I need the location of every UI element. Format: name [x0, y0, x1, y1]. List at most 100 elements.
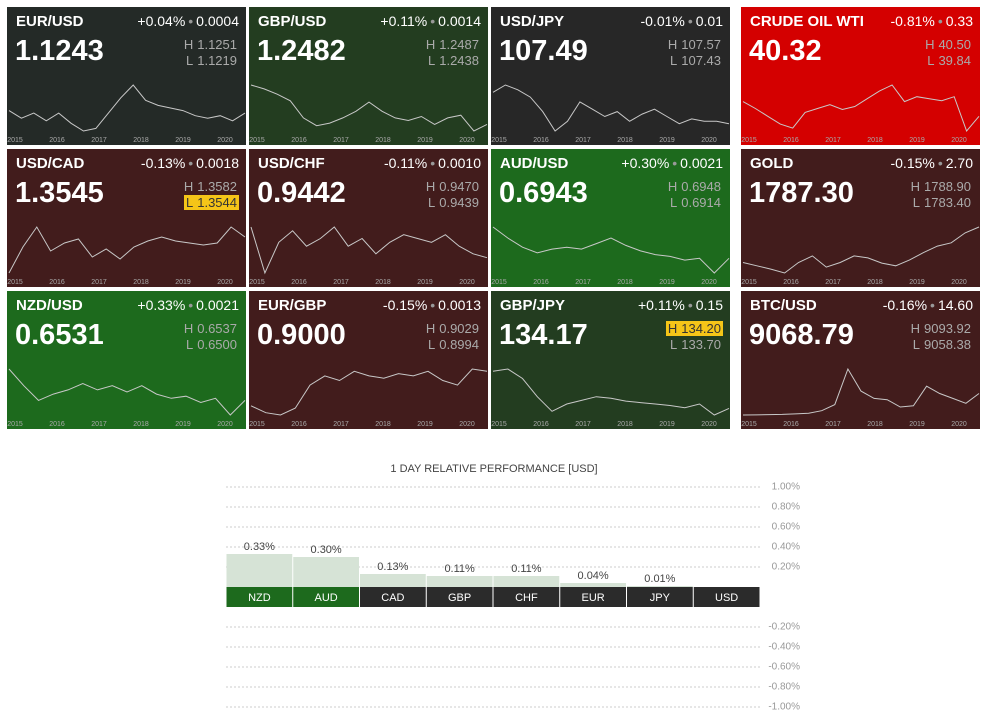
change: -0.01% • 0.01	[640, 13, 723, 29]
high-label: H	[425, 179, 436, 194]
change-value: 0.0018	[196, 155, 239, 171]
low-label: L	[186, 337, 194, 352]
sparkline-area: 2015 2016 2017 2018 2019 2020	[491, 226, 730, 286]
y-tick-label: 0.40%	[772, 542, 800, 553]
high-value: 0.9029	[439, 321, 479, 336]
separator: •	[188, 155, 194, 171]
low-label: L	[670, 337, 678, 352]
year-label: 2017	[825, 137, 841, 144]
high-value: 134.20	[681, 321, 721, 336]
bar	[293, 557, 359, 587]
year-label: 2019	[909, 421, 925, 428]
high-value: 40.50	[938, 37, 971, 52]
low-label: L	[428, 53, 436, 68]
separator: •	[687, 297, 693, 313]
y-tick-label: 0.60%	[772, 522, 800, 533]
ticker-name: NZD/USD	[16, 297, 83, 314]
change: -0.81% • 0.33	[890, 13, 973, 29]
change-value: 0.0004	[196, 13, 239, 29]
value-label: 0.11%	[511, 563, 542, 575]
separator: •	[188, 297, 194, 313]
price: 40.32	[749, 35, 822, 67]
ticker-name: BTC/USD	[750, 297, 817, 314]
low-row: L 1.2438	[426, 53, 481, 68]
year-label: 2018	[133, 137, 149, 144]
year-label: 2020	[459, 279, 475, 286]
price: 1.3545	[15, 177, 104, 209]
high-label: H	[183, 179, 194, 194]
low-row: L 0.6914	[668, 195, 723, 210]
low-row: L 0.9439	[426, 195, 481, 210]
change-value: 0.33	[945, 13, 973, 29]
y-tick-label: -0.40%	[768, 642, 800, 653]
high-row: H 0.6537	[182, 321, 239, 336]
year-label: 2019	[417, 421, 433, 428]
year-label: 2018	[617, 421, 633, 428]
change-percent: +0.30%	[621, 155, 670, 171]
low-label: L	[186, 53, 194, 68]
change: +0.04% • 0.0004	[137, 13, 239, 29]
ticker-name: EUR/GBP	[258, 297, 327, 314]
change-percent: -0.01%	[640, 13, 685, 29]
high-value: 107.57	[681, 37, 721, 52]
sparkline-area: 2015 2016 2017 2018 2019 2020	[741, 226, 980, 286]
x-tick-label: USD	[715, 592, 738, 604]
low-label: L	[428, 337, 436, 352]
low-row: L 133.70	[668, 337, 723, 352]
low-value: 1783.40	[924, 195, 971, 210]
change-value: 0.15	[695, 297, 723, 313]
ticker-name: USD/CHF	[258, 155, 325, 172]
ticker-tile: NZD/USD +0.33% • 0.0021 0.6531 H 0.6537 L 0.6500…	[7, 291, 246, 429]
price: 1.1243	[15, 35, 104, 67]
year-label: 2015	[741, 279, 757, 286]
high-value: 1.3582	[197, 179, 237, 194]
low-label: L	[912, 195, 920, 210]
change-value: 0.01	[695, 13, 723, 29]
ticker-tile: EUR/USD +0.04% • 0.0004 1.1243 H 1.1251 L 1.1219…	[7, 7, 246, 145]
change-percent: -0.13%	[140, 155, 186, 171]
year-label: 2015	[741, 421, 757, 428]
ticker-tile: USD/CAD -0.13% • 0.0018 1.3545 H 1.3582 L 1.3544…	[7, 149, 246, 287]
high-row: H 0.6948	[666, 179, 723, 194]
low-row: L 1783.40	[911, 195, 973, 210]
value-label: 0.04%	[578, 570, 609, 582]
year-label: 2018	[133, 279, 149, 286]
ticker-tile: GOLD -0.15% • 2.70 1787.30 H 1788.90 L 1783.40 20…	[741, 149, 980, 287]
high-value: 1.2487	[439, 37, 479, 52]
sparkline	[250, 368, 488, 416]
year-label: 2018	[375, 421, 391, 428]
high-label: H	[910, 321, 920, 336]
year-label: 2017	[825, 421, 841, 428]
low-row: L 1.1219	[184, 53, 239, 68]
year-label: 2020	[951, 137, 967, 144]
bar	[226, 554, 293, 587]
year-label: 2018	[617, 279, 633, 286]
sparkline	[492, 226, 730, 274]
y-tick-label: -0.80%	[768, 682, 800, 693]
year-label: 2016	[49, 137, 65, 144]
sparkline	[492, 368, 730, 416]
price: 1.2482	[257, 35, 346, 67]
separator: •	[430, 13, 436, 29]
value-label: 0.11%	[444, 563, 475, 575]
change: +0.30% • 0.0021	[621, 155, 723, 171]
change-value: 0.0013	[438, 297, 481, 313]
separator: •	[937, 155, 943, 171]
year-label: 2020	[459, 137, 475, 144]
high-row: H 0.9470	[424, 179, 481, 194]
year-label: 2020	[217, 421, 233, 428]
sparkline	[8, 84, 246, 132]
high-value: 0.6537	[197, 321, 237, 336]
sparkline-area: 2015 2016 2017 2018 2019 2020	[7, 84, 246, 144]
year-label: 2020	[701, 279, 717, 286]
low-value: 0.9439	[439, 195, 479, 210]
low-label: L	[927, 53, 935, 68]
high-label: H	[910, 179, 920, 194]
category-cell	[560, 587, 626, 607]
year-label: 2019	[175, 421, 191, 428]
year-label: 2015	[741, 137, 757, 144]
change-value: 0.0021	[196, 297, 239, 313]
year-label: 2017	[333, 137, 349, 144]
change-percent: -0.81%	[890, 13, 935, 29]
high-row: H 0.9029	[424, 321, 481, 336]
